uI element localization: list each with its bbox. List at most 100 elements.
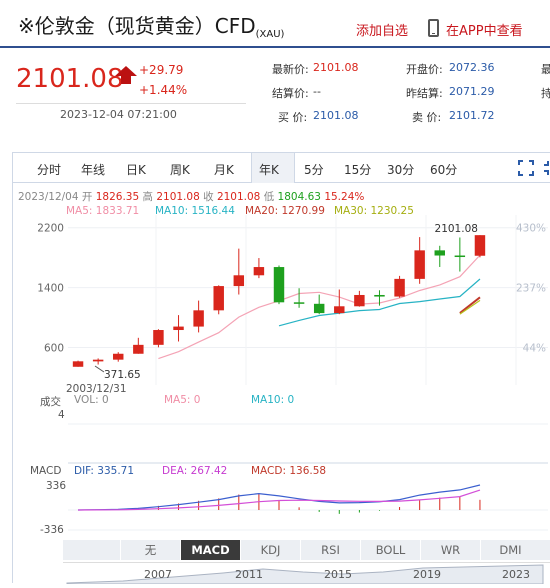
candle-body [253, 267, 265, 276]
tab-yearly-k[interactable]: 年K [259, 163, 279, 177]
ask-value: 2101.72 [449, 109, 495, 122]
chart-info-close-label: 收 [203, 191, 214, 203]
percent-tick-label: 44% [523, 343, 546, 355]
collapse-icon[interactable] [543, 160, 550, 176]
volume-ma5: MA5: 0 [164, 394, 201, 406]
latest-price-label: 最新价: [272, 63, 309, 76]
candle-body [213, 286, 224, 311]
candle-body [474, 235, 486, 256]
active-tab-background [251, 153, 295, 183]
macd-label: MACD [30, 465, 62, 477]
chart-info-low-label: 低 [263, 191, 275, 203]
indicator-tab-rsi[interactable]: RSI [300, 540, 360, 560]
volume-ma10: MA10: 0 [251, 394, 295, 406]
instrument-title: ※伦敦金（现货黄金）CFD(XAU) [18, 10, 284, 40]
candle-body [92, 359, 104, 362]
candle-body [394, 278, 405, 297]
candle-body [153, 330, 164, 345]
macd-dea: DEA: 267.42 [162, 465, 228, 477]
indicator-tab-macd[interactable]: MACD [180, 540, 240, 560]
candle-body [233, 275, 245, 287]
cut-column-label: 最 [541, 63, 550, 76]
tab-intraday[interactable]: 分时 [37, 163, 62, 177]
percent-tick-label: 237% [516, 283, 546, 295]
candle-body [72, 361, 84, 367]
price-tick-label: 600 [44, 343, 64, 355]
tab-year-line[interactable]: 年线 [81, 163, 106, 177]
period-tabs: 分时 年线 日K 周K 月K 年K 5分 15分 30分 60分 [12, 152, 550, 183]
ma10-legend: MA10: 1516.44 [155, 205, 235, 217]
ma20-legend: MA20: 1270.99 [245, 205, 325, 217]
chart-grid [68, 215, 548, 531]
price-change-percent: +1.44% [139, 83, 188, 97]
tab-30min[interactable]: 30分 [387, 163, 415, 177]
price-tick-label: 1400 [37, 283, 64, 295]
header-divider [0, 46, 550, 48]
open-price-label: 开盘价: [406, 63, 443, 76]
chart-info-open: 1826.35 [95, 191, 140, 203]
candle-body [293, 302, 305, 304]
indicator-tab-kdj[interactable]: KDJ [240, 540, 300, 560]
low-annotation-pointer [94, 365, 105, 373]
open-price-value: 2072.36 [449, 61, 495, 74]
indicator-tabs: 无 MACD KDJ RSI BOLL WR DMI [63, 540, 550, 560]
macd-axis-top: 336 [46, 480, 67, 492]
candle-body [334, 306, 345, 314]
bid-value: 2101.08 [313, 109, 359, 122]
tab-5min[interactable]: 5分 [304, 163, 324, 177]
candle-body [273, 267, 285, 303]
start-date-label: 2003/12/31 [66, 383, 127, 395]
bid-label: 买 价: [278, 111, 308, 124]
candle-body [434, 250, 445, 256]
title-code: (XAU) [255, 29, 285, 40]
phone-icon [428, 19, 439, 37]
volume-axis-max: 4 [58, 409, 65, 421]
indicator-tab-dmi[interactable]: DMI [480, 540, 540, 560]
up-arrow-icon [115, 66, 137, 76]
time-navigator[interactable] [63, 562, 550, 585]
indicator-tab-none[interactable]: 无 [120, 540, 180, 560]
navigator-year-4: 2019 [413, 568, 441, 581]
tab-monthly-k[interactable]: 月K [214, 163, 234, 177]
indicator-tab-boll[interactable]: BOLL [360, 540, 420, 560]
tab-60min[interactable]: 60分 [430, 163, 458, 177]
macd-indicator [77, 484, 481, 514]
chart-info-high-label: 高 [142, 191, 153, 203]
price-tick-label: 2200 [37, 223, 64, 235]
prev-settle-label: 昨结算: [406, 87, 443, 100]
price-axis-labels: 2200 430% 1400 237% 600 44% 2101.08 371.65 2003/… [37, 223, 546, 395]
add-watchlist-button[interactable]: 添加自选 [356, 24, 409, 39]
settle-price-value: -- [313, 85, 321, 98]
moving-average-lines [158, 254, 481, 360]
candle-body [454, 255, 466, 258]
navigator-sparkline [66, 564, 544, 585]
chart-info-date: 2023/12/04 [18, 191, 79, 203]
candle-body [313, 303, 325, 314]
tab-daily-k[interactable]: 日K [126, 163, 146, 177]
chart-info-pct: 15.24% [324, 191, 365, 203]
ma5-legend: MA5: 1833.71 [66, 205, 140, 217]
fullscreen-icon[interactable] [518, 160, 534, 176]
navigator-year-1: 2007 [144, 568, 172, 581]
title-text: ※伦敦金（现货黄金）CFD [18, 14, 256, 38]
open-in-app-button[interactable]: 在APP中查看 [446, 24, 523, 39]
ma30-legend: MA30: 1230.25 [334, 205, 414, 217]
quote-datetime: 2023-12-04 07:21:00 [60, 108, 177, 121]
macd-axis-bottom: -336 [40, 524, 64, 536]
chart-info-close: 2101.08 [216, 191, 261, 203]
indicator-tab-wr[interactable]: WR [420, 540, 480, 560]
percent-tick-label: 430% [516, 223, 546, 235]
candle-body [113, 353, 124, 360]
ma20-line [459, 296, 481, 314]
tab-weekly-k[interactable]: 周K [170, 163, 190, 177]
price-divider [16, 103, 246, 104]
volume-value: VOL: 0 [74, 394, 109, 406]
navigator-year-2: 2011 [235, 568, 263, 581]
candle-body [173, 326, 184, 331]
candle-body [354, 294, 365, 307]
candles [72, 235, 486, 367]
navigator-year-3: 2015 [324, 568, 352, 581]
macd-dea-line [77, 489, 481, 511]
chart-info-low: 1804.63 [277, 191, 321, 203]
tab-15min[interactable]: 15分 [344, 163, 372, 177]
